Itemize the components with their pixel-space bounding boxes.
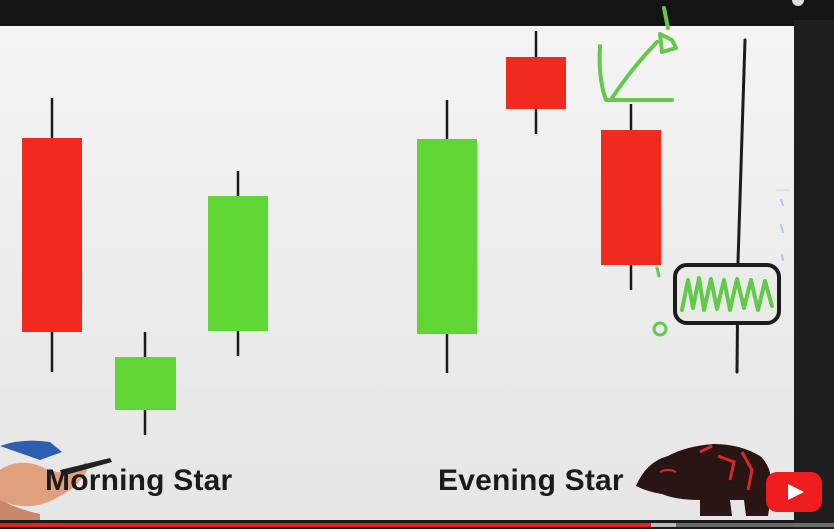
morning-star-label: Morning Star — [45, 464, 233, 497]
annotation-arrow-corner — [597, 44, 674, 103]
bezel-light — [792, 0, 804, 6]
annotation-dot — [652, 321, 668, 337]
annotation-black-wick — [735, 38, 747, 374]
youtube-play-icon[interactable] — [766, 472, 822, 512]
candle-bearish-1 — [22, 98, 82, 372]
candle-bullish-2 — [208, 171, 268, 356]
video-top-frame — [0, 0, 834, 26]
presenter-hand — [0, 440, 112, 520]
annotation-arrowhead — [658, 6, 678, 54]
whiteboard-slide — [0, 26, 794, 520]
bear-logo-icon — [636, 444, 772, 516]
candle-body — [115, 357, 176, 410]
candle-body — [506, 57, 566, 109]
screen-bezel — [794, 20, 834, 529]
played-segment — [0, 523, 651, 527]
annotation-marker — [597, 6, 784, 374]
buffered-segment — [650, 523, 676, 527]
annotation-arrow-shaft — [610, 40, 659, 100]
candle-bearish-small — [506, 31, 566, 134]
candle-bearish-2 — [601, 104, 661, 290]
candle-body — [22, 138, 82, 332]
candle-bullish-small — [115, 332, 176, 435]
morning-star-pattern — [22, 98, 268, 435]
candle-bullish-1 — [417, 100, 477, 373]
candle-body — [417, 139, 477, 334]
evening-star-pattern — [417, 31, 661, 373]
evening-star-label: Evening Star — [438, 464, 624, 497]
candle-body — [208, 196, 268, 331]
video-progress-bar[interactable] — [0, 523, 834, 527]
candle-body — [601, 130, 661, 265]
annotation-green-fill — [680, 276, 774, 312]
